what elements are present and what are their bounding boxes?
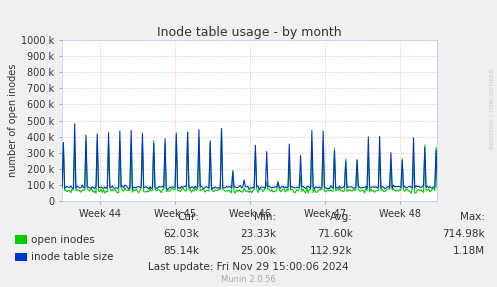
Text: 714.98k: 714.98k (442, 229, 485, 239)
Text: 25.00k: 25.00k (240, 246, 276, 256)
Text: RRDTOOL / TOBI OETIKER: RRDTOOL / TOBI OETIKER (490, 69, 495, 150)
Text: Munin 2.0.56: Munin 2.0.56 (221, 275, 276, 284)
Text: Avg:: Avg: (330, 212, 353, 222)
Text: 112.92k: 112.92k (310, 246, 353, 256)
Y-axis label: number of open inodes: number of open inodes (8, 64, 18, 177)
Text: 62.03k: 62.03k (163, 229, 199, 239)
Text: Last update: Fri Nov 29 15:00:06 2024: Last update: Fri Nov 29 15:00:06 2024 (148, 262, 349, 272)
Title: Inode table usage - by month: Inode table usage - by month (158, 26, 342, 39)
Text: 1.18M: 1.18M (452, 246, 485, 256)
Text: open inodes: open inodes (31, 235, 94, 245)
Text: Cur:: Cur: (177, 212, 199, 222)
Text: 85.14k: 85.14k (163, 246, 199, 256)
Text: Min:: Min: (253, 212, 276, 222)
Text: 23.33k: 23.33k (240, 229, 276, 239)
Text: inode table size: inode table size (31, 252, 113, 262)
Text: Max:: Max: (460, 212, 485, 222)
Text: 71.60k: 71.60k (317, 229, 353, 239)
